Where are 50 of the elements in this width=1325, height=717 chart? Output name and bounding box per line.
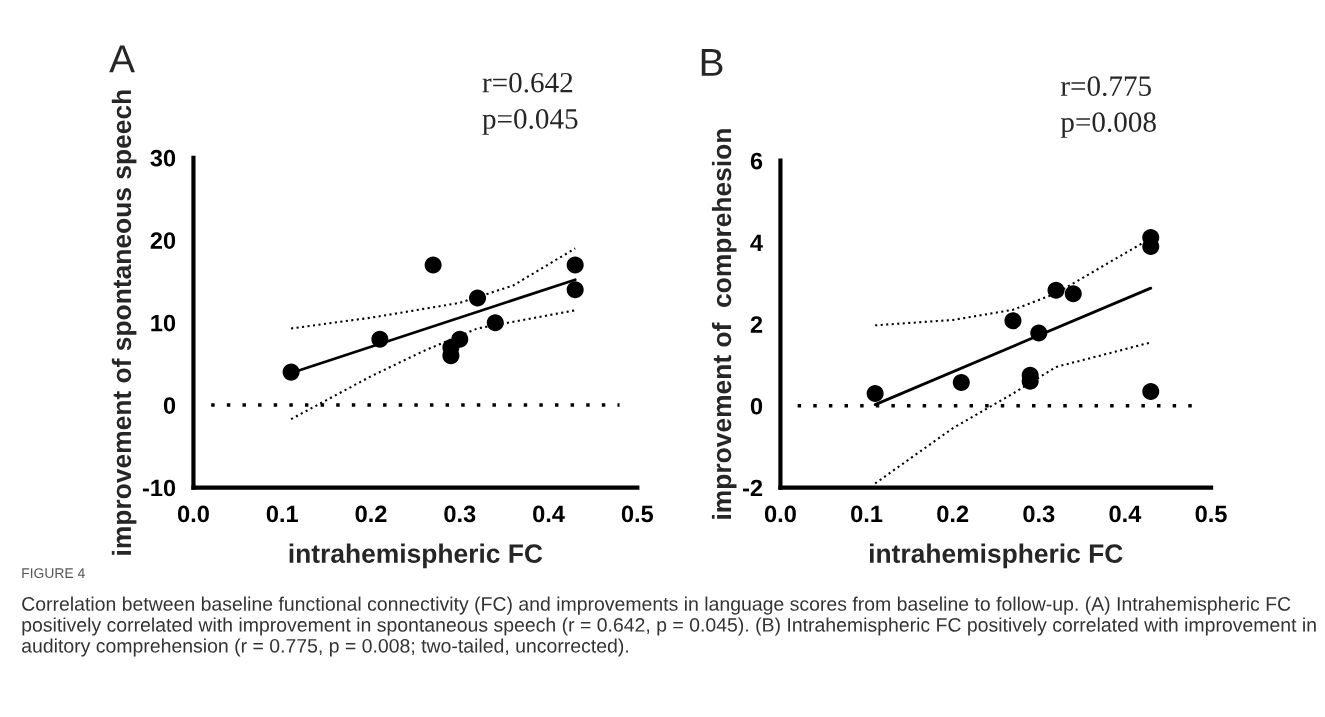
x-tick-label: 0.4 [533,505,565,523]
point [282,363,300,381]
point [866,385,884,403]
chart-title: B [701,49,723,76]
y-tick-label: 2 [750,316,763,333]
x-tick-label: 0.1 [851,505,883,523]
y-tick-label: 4 [750,234,763,251]
text: Correlation between baseline functional connectivity (FC) and improvements in language scores from baseline to follow-up. (A) Intrahemispheric FC positively correlated with improvement in spontaneous speech (r = 0.642, p = 0.045). (B) Intrahemispheric FC positively correlated with improvement in auditory comprehension (r = 0.775, p = 0.008; two-tailed, uncorrected). [22,596,1316,657]
caption: FIGURE 4 [22,568,85,579]
y-tick-label: -2 [742,479,763,497]
point [451,330,469,348]
x-axis-title: intrahemispheric FC [289,543,543,569]
point [1142,383,1160,401]
point [469,289,487,307]
x-tick-label: 0.5 [1195,505,1227,523]
point [1004,312,1022,330]
x-tick-label: 0.3 [1023,505,1055,523]
chart-title: A [109,45,135,73]
point [486,314,504,332]
text: r=0.642 [482,72,573,93]
point [566,281,584,299]
text: p=0.045 [482,109,578,135]
y-axis-title: improvement of spontaneous speech [111,90,137,555]
x-tick-label: 0.2 [355,505,387,523]
point [1064,285,1082,303]
point [371,330,389,348]
point [1047,281,1065,299]
x-tick-label: 0.1 [266,505,298,523]
x-tick-label: 0.0 [764,505,796,523]
y-axis-title: improvement of comprehesion [711,129,737,519]
point [952,374,970,392]
y-tick-label: 0 [163,397,176,414]
x-tick-label: 0.0 [177,505,209,523]
point [566,256,584,274]
x-tick-label: 0.5 [621,505,654,523]
y-tick-label: -10 [142,479,176,497]
x-tick-label: 0.3 [444,505,476,523]
y-tick-label: 20 [150,232,176,249]
y-tick-label: 30 [150,149,176,167]
y-tick-label: 0 [750,397,763,415]
line-series [290,247,577,330]
x-axis-title: intrahemispheric FC [870,543,1123,569]
point [1030,324,1048,342]
text: p=0.008 [1060,112,1156,138]
point [424,256,442,274]
x-tick-label: 0.2 [937,505,969,523]
x-tick-label: 0.4 [1109,505,1142,523]
text: r=0.775 [1060,76,1151,97]
y-tick-label: 6 [750,152,763,170]
y-tick-label: 10 [151,314,176,332]
